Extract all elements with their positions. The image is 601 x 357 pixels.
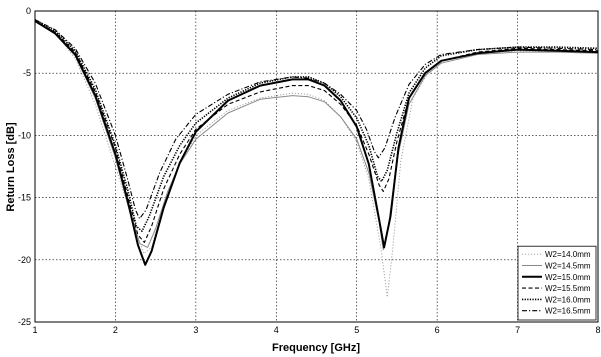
y-tick-label: -5 xyxy=(23,68,31,78)
series-line-5 xyxy=(34,19,599,232)
y-axis-title: Return Loss [dB] xyxy=(5,122,17,212)
y-tick-label: 0 xyxy=(26,6,31,16)
plot-background xyxy=(35,11,598,322)
x-axis-title: Frequency [GHz] xyxy=(272,342,360,354)
x-tick-labels: 1 2 3 4 5 6 7 8 xyxy=(32,325,600,335)
x-tick-label: 3 xyxy=(193,325,198,335)
y-tick-label: -10 xyxy=(18,130,31,140)
x-tick-label: 8 xyxy=(595,325,600,335)
legend-label-5: W2=16.0mm xyxy=(545,295,591,304)
plot-frame xyxy=(34,10,599,323)
x-tick-label: 6 xyxy=(435,325,440,335)
series-line-4 xyxy=(34,20,599,243)
legend: W2=14.0mm W2=14.5mm W2=15.0mm W2=15.5mm W2=1… xyxy=(517,245,597,321)
y-tick-label: -20 xyxy=(18,255,31,265)
legend-label-2: W2=14.5mm xyxy=(545,262,591,271)
y-tick-label: -25 xyxy=(18,317,31,327)
y-tick-labels: 0 -5 -10 -15 -20 -25 xyxy=(18,6,31,327)
y-tick-label: -15 xyxy=(18,193,31,203)
legend-label-3: W2=15.0mm xyxy=(545,273,591,282)
x-tick-label: 5 xyxy=(354,325,359,335)
x-tick-label: 1 xyxy=(32,325,37,335)
legend-box xyxy=(517,245,597,321)
x-tick-label: 2 xyxy=(113,325,118,335)
x-tick-label: 4 xyxy=(274,325,279,335)
series-lines xyxy=(34,19,599,298)
series-line-3 xyxy=(34,20,599,266)
legend-label-1: W2=14.0mm xyxy=(545,250,591,259)
x-tick-label: 7 xyxy=(515,325,520,335)
series-line-6 xyxy=(34,19,599,220)
legend-label-4: W2=15.5mm xyxy=(545,284,591,293)
legend-label-6: W2=16.5mm xyxy=(545,307,591,316)
